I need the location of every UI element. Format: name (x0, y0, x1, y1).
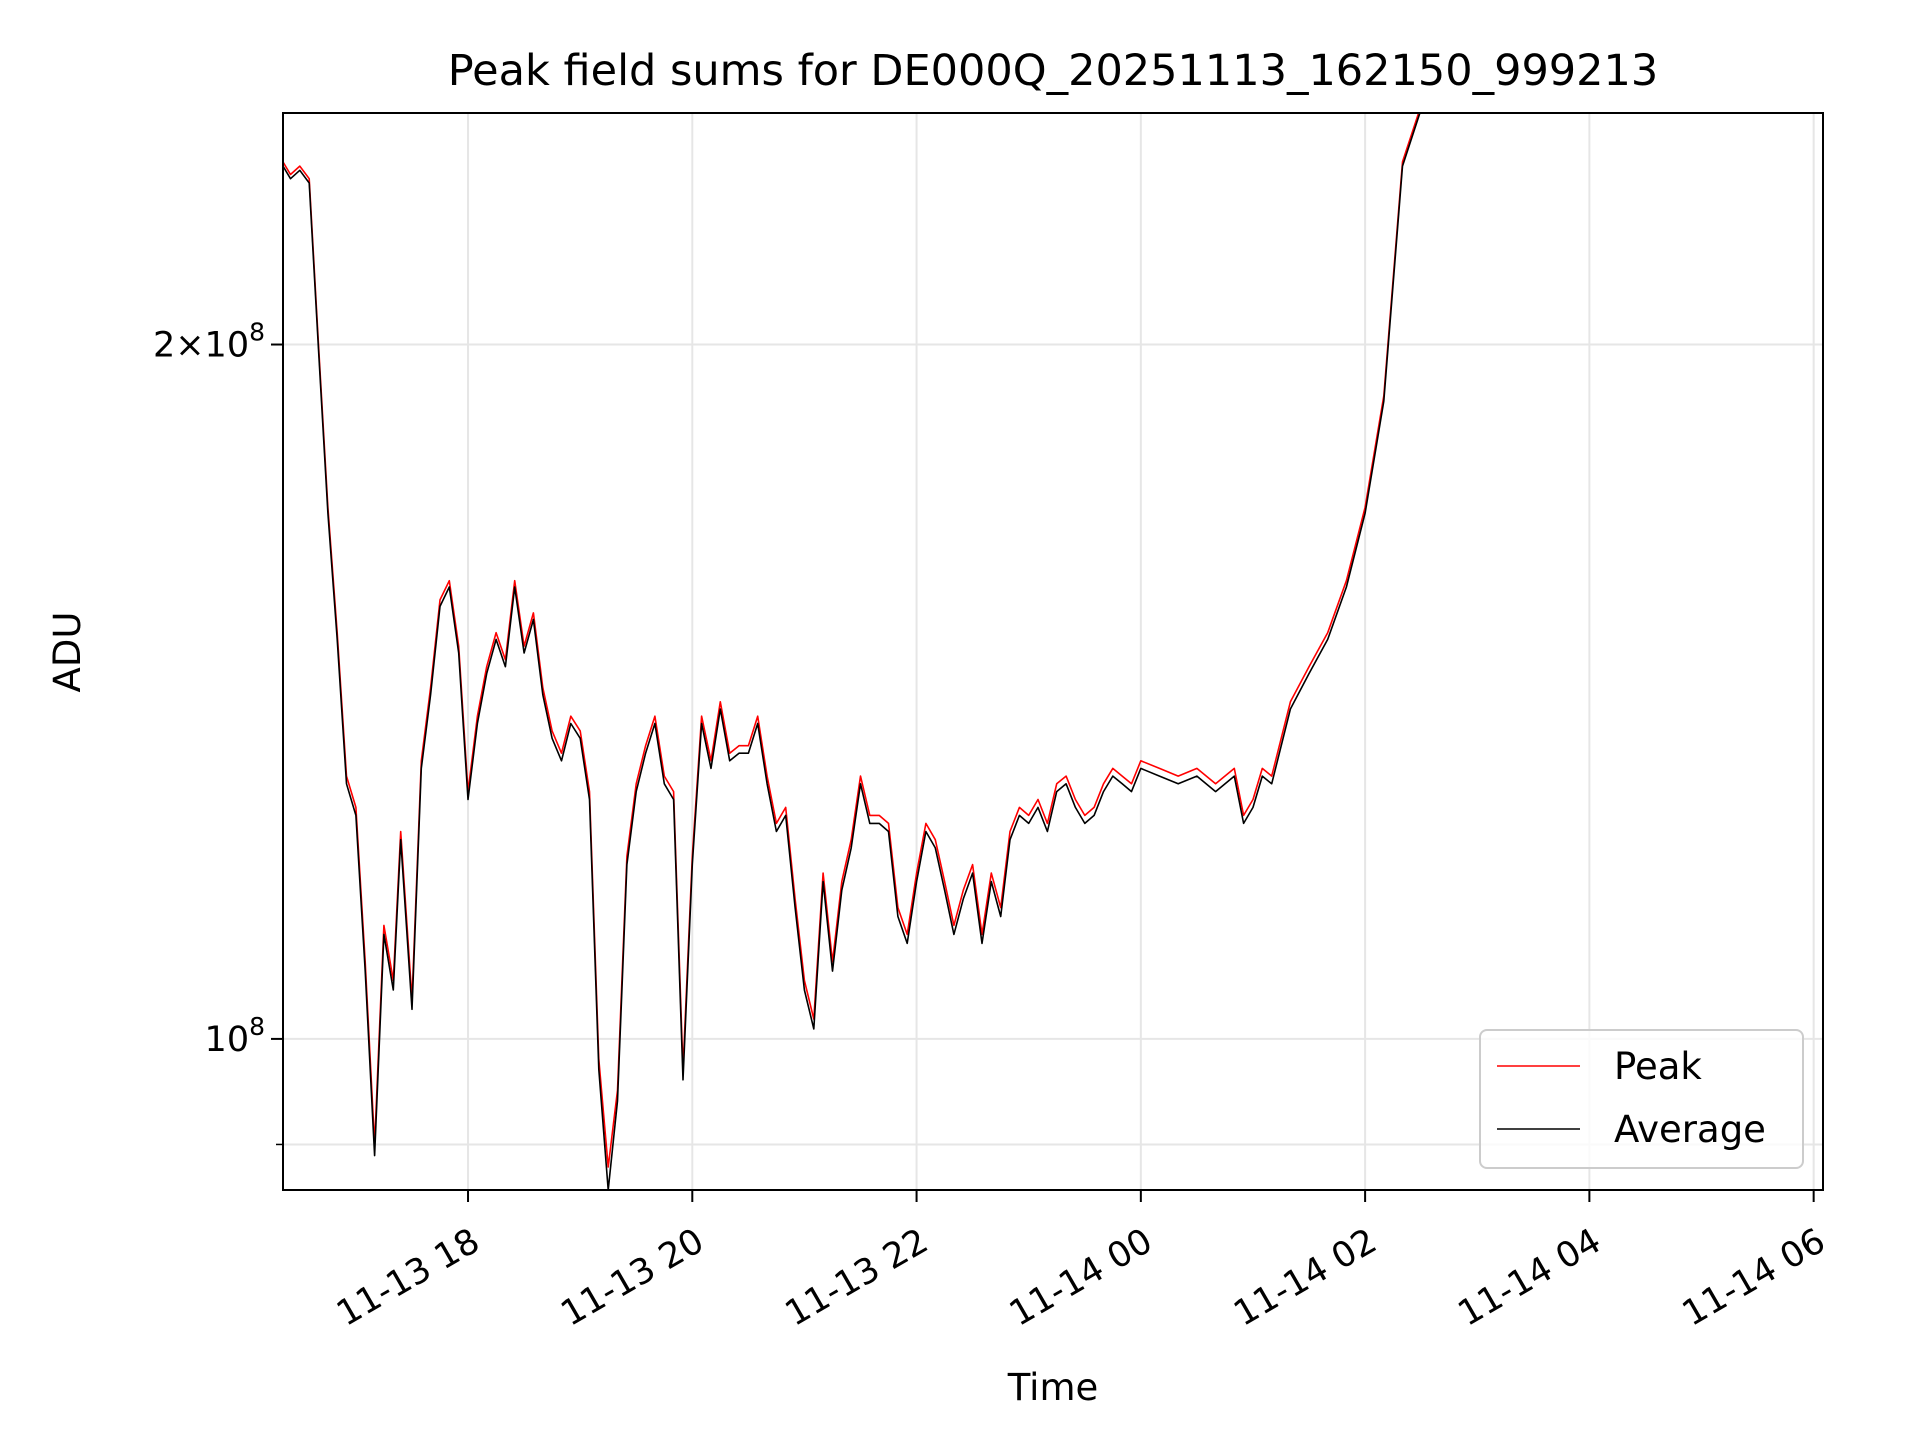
series-line-average (283, 113, 1421, 1190)
y-tick-label: 2×108 (153, 318, 265, 366)
plot-lines (283, 113, 1421, 1190)
y-axis-label: ADU (46, 612, 89, 693)
chart-title: Peak field sums for DE000Q_20251113_1621… (448, 46, 1659, 96)
legend-average-label: Average (1614, 1108, 1766, 1151)
series-line-peak (283, 113, 1420, 1168)
legend: Peak Average (1479, 1029, 1804, 1169)
legend-peak-label: Peak (1614, 1045, 1702, 1088)
legend-box (1479, 1029, 1804, 1169)
x-axis-label: Time (1007, 1366, 1099, 1409)
plot-frame (282, 112, 1824, 1191)
y-tick-label: 108 (205, 1012, 265, 1060)
